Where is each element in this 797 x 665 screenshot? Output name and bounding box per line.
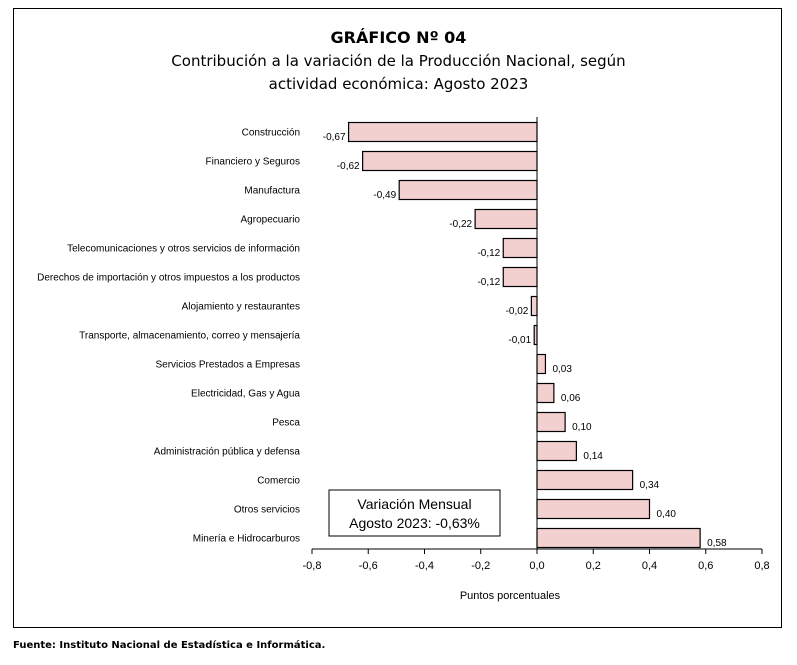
- x-tick-label: -0,4: [415, 560, 434, 572]
- category-label: Comercio: [257, 476, 300, 487]
- chart-title: GRÁFICO Nº 04: [330, 28, 467, 47]
- data-label: -0,01: [508, 335, 531, 346]
- category-label: Transporte, almacenamiento, correo y men…: [79, 331, 300, 342]
- chart-subtitle-line-2: actividad económica: Agosto 2023: [268, 75, 529, 93]
- x-tick-label: -0,8: [303, 560, 322, 572]
- bar: [536, 498, 651, 520]
- bar: [536, 440, 577, 462]
- bar: [502, 237, 538, 259]
- x-tick-label: 0,4: [642, 560, 657, 572]
- data-label: -0,22: [449, 219, 472, 230]
- category-label: Agropecuario: [241, 215, 301, 226]
- data-label: 0,06: [561, 393, 581, 404]
- bar: [398, 179, 538, 201]
- source-footnote: Fuente: Instituto Nacional de Estadístic…: [13, 640, 326, 651]
- category-label: Otros servicios: [234, 505, 300, 516]
- data-label: -0,67: [323, 132, 346, 143]
- category-label: Administración pública y defensa: [154, 447, 301, 458]
- data-label: -0,12: [477, 277, 500, 288]
- category-label: Minería e Hidrocarburos: [193, 534, 300, 545]
- category-label: Derechos de importación y otros impuesto…: [37, 273, 300, 284]
- chart-subtitle-line-1: Contribución a la variación de la Produc…: [171, 52, 626, 70]
- category-label: Alojamiento y restaurantes: [182, 302, 300, 313]
- data-label: -0,49: [373, 190, 396, 201]
- annotation-line-2: Agosto 2023: -0,63%: [349, 515, 480, 531]
- bar: [347, 121, 538, 143]
- data-label: 0,58: [707, 538, 727, 549]
- bar: [474, 208, 538, 230]
- category-label: Financiero y Seguros: [206, 157, 301, 168]
- category-label: Construcción: [242, 128, 300, 139]
- annotation-box: [328, 489, 501, 537]
- data-label: -0,02: [506, 306, 529, 317]
- bar-chart: Construcción -0,67 Financiero y Seguros -0,…: [37, 117, 770, 602]
- bar: [536, 382, 555, 404]
- data-label: -0,12: [477, 248, 500, 259]
- bar: [536, 527, 701, 549]
- chart-frame: [13, 8, 782, 628]
- data-label: -0,62: [337, 161, 360, 172]
- bar: [536, 411, 566, 433]
- x-tick-label: 0,0: [529, 560, 544, 572]
- x-tick-label: -0,2: [471, 560, 490, 572]
- data-label: 0,34: [640, 480, 660, 491]
- bar: [536, 469, 634, 491]
- category-label: Manufactura: [244, 186, 300, 197]
- bar: [502, 266, 538, 288]
- x-tick-label: 0,6: [698, 560, 713, 572]
- category-label: Servicios Prestados a Empresas: [155, 360, 300, 371]
- data-label: 0,10: [572, 422, 592, 433]
- annotation-line-1: Variación Mensual: [357, 496, 471, 512]
- bar: [530, 295, 538, 317]
- bar: [536, 353, 547, 375]
- bar: [362, 150, 538, 172]
- category-label: Telecomunicaciones y otros servicios de …: [67, 244, 300, 255]
- category-label: Electricidad, Gas y Agua: [191, 389, 300, 400]
- data-label: 0,14: [583, 451, 603, 462]
- data-label: 0,40: [657, 509, 677, 520]
- category-label: Pesca: [272, 418, 300, 429]
- x-tick-label: 0,8: [754, 560, 769, 572]
- x-tick-label: 0,2: [586, 560, 601, 572]
- x-tick-label: -0,6: [359, 560, 378, 572]
- data-label: 0,03: [552, 364, 572, 375]
- x-axis-label: Puntos porcentuales: [460, 590, 561, 602]
